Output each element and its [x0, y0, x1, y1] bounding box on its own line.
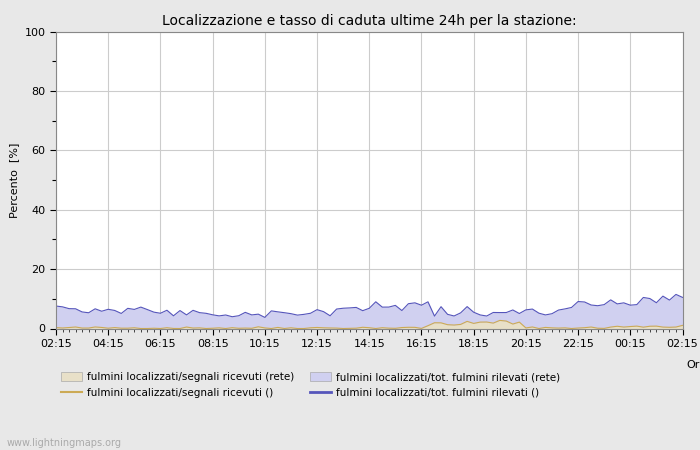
Legend: fulmini localizzati/segnali ricevuti (rete), fulmini localizzati/segnali ricevut: fulmini localizzati/segnali ricevuti (re… [61, 372, 560, 397]
Text: www.lightningmaps.org: www.lightningmaps.org [7, 438, 122, 448]
Text: Orario: Orario [686, 360, 700, 370]
Y-axis label: Percento  [%]: Percento [%] [9, 142, 19, 218]
Title: Localizzazione e tasso di caduta ultime 24h per la stazione:: Localizzazione e tasso di caduta ultime … [162, 14, 577, 27]
